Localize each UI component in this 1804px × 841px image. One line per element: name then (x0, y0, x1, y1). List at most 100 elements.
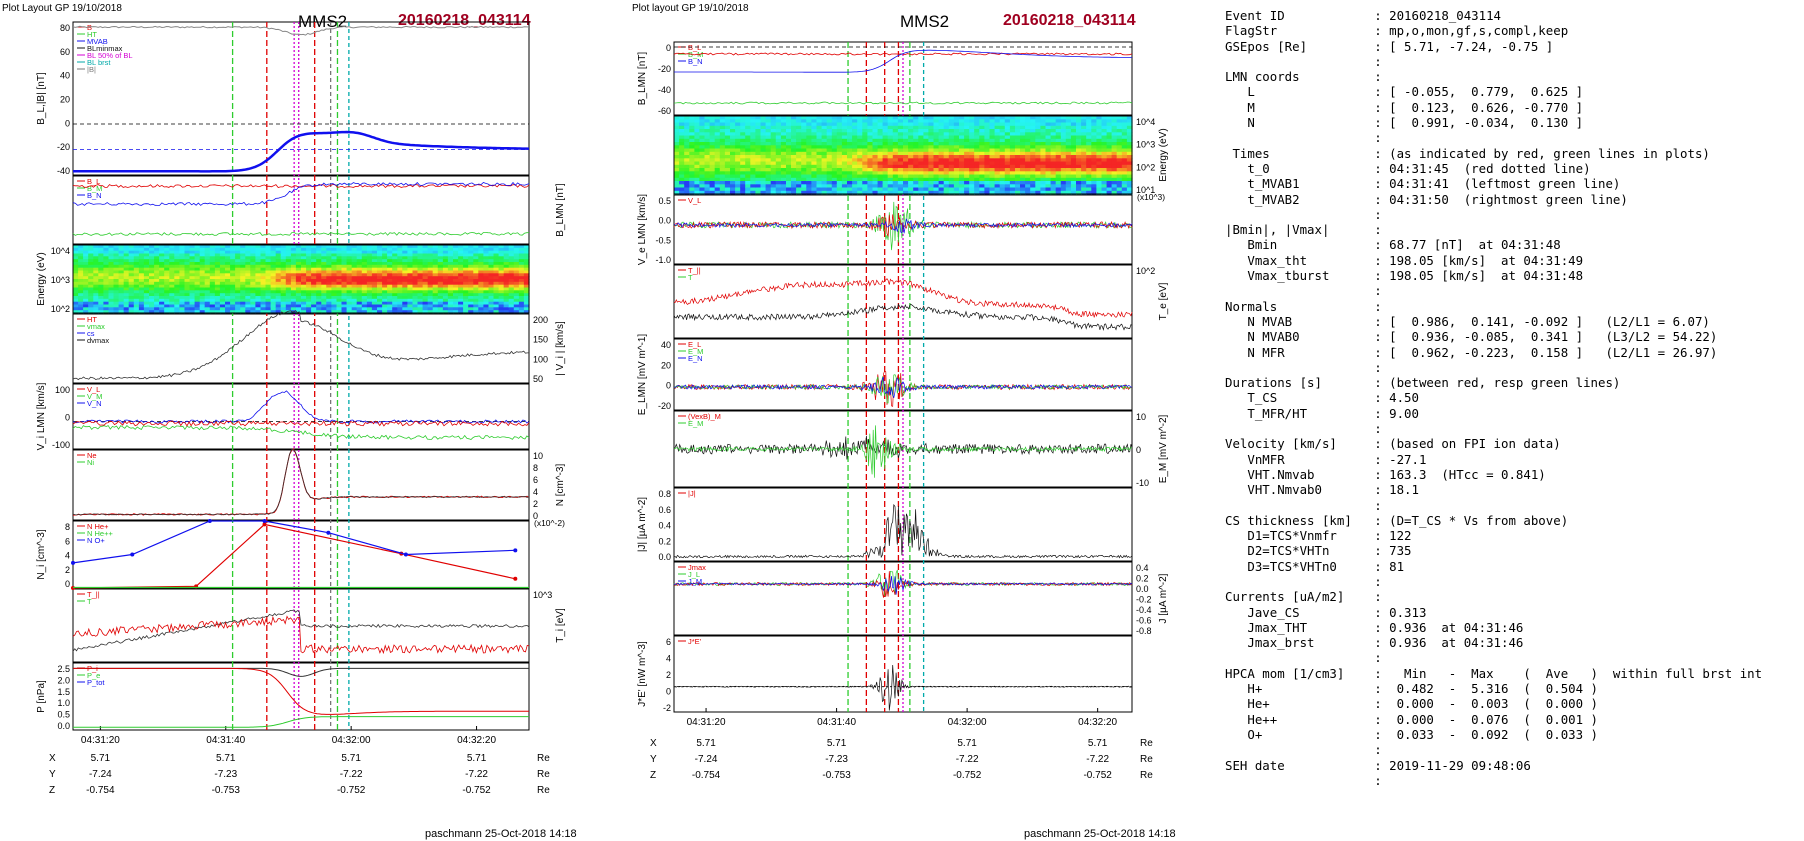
y-tick-label: 2.0 (57, 675, 70, 685)
y-tick-label: 10^4 (51, 246, 70, 256)
y-tick-label: 10^2 (51, 304, 70, 314)
x-tick-label: 04:32:20 (457, 735, 496, 746)
y-tick-label: -2 (663, 703, 671, 713)
position-value: 5.71 (1088, 738, 1108, 749)
position-unit: Re (1140, 754, 1153, 765)
y-axis-label: J [µA m^-2] (1158, 573, 1169, 623)
legend-entry: T (87, 597, 92, 606)
y-tick-label: 0.0 (1136, 584, 1149, 594)
y-tick-label: 10^2 (1136, 266, 1155, 276)
y-axis-label: Energy (eV) (1158, 128, 1169, 181)
j-trace (673, 503, 1133, 559)
y-tick-label: 0.2 (658, 536, 671, 546)
y-tick-label: 0.6 (658, 505, 671, 515)
y-tick-label: 8 (533, 463, 538, 473)
y-axis-label: N_i [cm^-3] (36, 529, 47, 579)
ni-point (262, 522, 267, 527)
position-value: -0.752 (953, 770, 982, 781)
legend-entry: P_tot (87, 678, 105, 687)
y-axis-label: J*E' [nW m^-3] (637, 641, 648, 707)
y-tick-label: 0.0 (57, 721, 70, 731)
y-tick-label: 200 (533, 315, 548, 325)
y-tick-label: 40 (661, 340, 671, 350)
y-tick-label: 0 (65, 118, 70, 128)
position-unit: Re (1140, 770, 1153, 781)
position-unit: Re (537, 753, 550, 764)
legend-entry: B_M (87, 184, 102, 193)
y-axis-label: V_e LMN [km/s] (637, 194, 648, 265)
legend-entry: HT (87, 315, 97, 324)
em-trace (674, 425, 1133, 478)
position-label: Z (49, 785, 55, 796)
event-id: 20160218_043114 (398, 12, 531, 29)
legend-entry: HT (87, 30, 97, 39)
vn-trace (72, 420, 530, 427)
position-value: -0.753 (212, 785, 241, 796)
y-axis-label: N [cm^-3] (555, 464, 566, 507)
position-value: -0.752 (1083, 770, 1112, 781)
y-tick-label: 10^1 (1136, 185, 1155, 195)
legend-entry: J_L (688, 570, 700, 579)
x-tick-label: 04:32:00 (332, 735, 371, 746)
y-tick-label: 0 (65, 413, 70, 423)
y-tick-label: 8 (65, 522, 70, 532)
legend-entry: T (688, 273, 693, 282)
y-tick-label: 0 (666, 381, 671, 391)
position-value: 5.71 (216, 753, 236, 764)
bl-trace (73, 130, 530, 173)
y-tick-label: -60 (658, 106, 671, 116)
y-tick-label: 2 (666, 670, 671, 680)
spectrogram-frame (673, 115, 1133, 195)
position-label: X (650, 738, 657, 749)
te-par (673, 278, 1133, 318)
event-id: 20160218_043114 (1003, 12, 1136, 29)
position-value: 5.71 (341, 753, 361, 764)
y-tick-label: 0.4 (1136, 563, 1149, 573)
y-tick-label: 6 (65, 536, 70, 546)
legend-entry: V_L (87, 385, 100, 394)
y-tick-label: -0.5 (655, 235, 671, 245)
panel-2: B_LMN [nT] B_LB_MB_N (72, 175, 566, 245)
vm-trace (72, 425, 530, 440)
legend-entry: E_M (688, 419, 703, 428)
legend-entry: V_L (688, 196, 701, 205)
y-tick-label: 1.5 (57, 687, 70, 697)
panel-frame (72, 175, 530, 245)
legend-entry: E_L (688, 340, 701, 349)
y-axis-label: |J| [µA m^-2] (637, 497, 648, 552)
y-tick-label: 0 (65, 579, 70, 589)
x-tick-label: 04:32:20 (1078, 717, 1117, 728)
panel-1: B_L,|B| [nT] 80 60 40 20 0 -20 -40 BHTMVABBLminm… (36, 21, 530, 176)
x-tick-label: 04:31:20 (81, 735, 120, 746)
position-value: -0.752 (462, 785, 491, 796)
y-axis-label: | V_i | [km/s] (555, 321, 566, 376)
y-tick-label: 0.2 (1136, 574, 1149, 584)
position-value: -0.754 (692, 770, 721, 781)
panel-7: N_i [cm^-3] 8 6 4 2 0 (x10^-2) N He+N He++N O+ (36, 518, 565, 589)
y-tick-label: -1.0 (655, 255, 671, 265)
position-value: -0.752 (337, 785, 366, 796)
x-tick-label: 04:31:20 (687, 717, 726, 728)
panel-8: J [µA m^-2] 0.40.20.0-0.2-0.4-0.6-0.8 Jmax… (673, 561, 1169, 636)
ni-point (403, 552, 408, 557)
axis-scale: (x10^-2) (534, 518, 565, 528)
y-tick-label: 100 (55, 385, 70, 395)
legend-entry: N O+ (87, 536, 105, 545)
b-red (673, 52, 1133, 56)
ni-trace (72, 449, 530, 516)
y-axis-label: B_LMN [nT] (555, 183, 566, 237)
y-tick-label: 0 (533, 511, 538, 521)
panel-frame (72, 662, 530, 731)
position-value: -7.24 (89, 769, 112, 780)
y-tick-label: 80 (60, 23, 70, 33)
axis-scale: (x10^3) (1137, 192, 1165, 202)
y-tick-label: -0.4 (1136, 605, 1152, 615)
e-red (673, 370, 1133, 407)
ni-point (513, 576, 518, 581)
y-tick-label: 0.4 (658, 521, 671, 531)
y-tick-label: -0.2 (1136, 595, 1152, 605)
ti-trace (72, 609, 530, 652)
y-tick-label: 2.5 (57, 664, 70, 674)
